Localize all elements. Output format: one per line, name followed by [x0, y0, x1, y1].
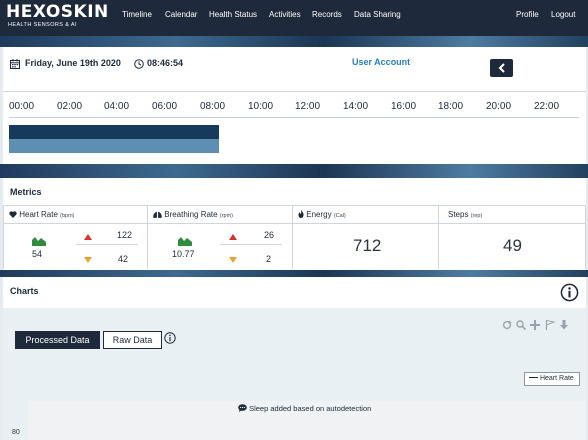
- breathing-rate-label: Breathing Rate: [164, 210, 218, 219]
- legend-line-icon: [529, 377, 538, 378]
- divider: [3, 205, 586, 206]
- tick-label: 22:00: [534, 101, 560, 112]
- min-arrow-icon: [84, 257, 92, 263]
- tab-processed-data[interactable]: Processed Data: [15, 331, 100, 349]
- heart-rate-min: 42: [118, 254, 129, 264]
- tick-label: 16:00: [391, 101, 417, 112]
- heart-rate-card: Heart Rate (bpm) 54 122 42: [3, 206, 148, 269]
- tick-label: 20:00: [486, 101, 512, 112]
- current-date: Friday, June 19th 2020: [25, 58, 121, 68]
- breathing-rate-unit: (rpm): [219, 213, 233, 219]
- breathing-rate-max: 26: [264, 230, 275, 240]
- charts-title: Charts: [10, 286, 39, 296]
- nav-records[interactable]: Records: [312, 10, 342, 19]
- divider: [220, 244, 282, 245]
- heart-icon: [9, 211, 17, 218]
- comment-icon: [238, 404, 247, 412]
- breathing-rate-min: 2: [266, 254, 272, 264]
- max-arrow-icon: [84, 234, 92, 240]
- divider: [76, 244, 138, 245]
- heart-rate-header: Heart Rate (bpm): [4, 206, 147, 224]
- brand-tagline: HEALTH SENSORS & AI: [8, 22, 77, 28]
- chevron-left-icon: [498, 63, 505, 73]
- decorative-stripe: [0, 36, 588, 47]
- tick-label: 08:00: [200, 101, 226, 112]
- reset-icon[interactable]: [502, 320, 512, 330]
- nav-health-status[interactable]: Health Status: [209, 10, 258, 19]
- chart-legend[interactable]: Heart Rate: [524, 372, 580, 386]
- resting-trend-icon: [178, 237, 192, 246]
- divider: [3, 91, 586, 92]
- legend-heart-rate: Heart Rate: [539, 375, 574, 382]
- zoom-icon[interactable]: [516, 320, 526, 330]
- steps-card: Steps (rep) 49: [439, 206, 586, 269]
- tab-raw-data[interactable]: Raw Data: [103, 331, 162, 349]
- clock-icon: [134, 59, 144, 69]
- tick-label: 00:00: [9, 101, 35, 112]
- flame-icon: [298, 210, 304, 218]
- sleep-bar-light[interactable]: [9, 139, 220, 153]
- metrics-title: Metrics: [10, 187, 42, 197]
- charts-header-panel: [3, 277, 586, 308]
- lungs-icon: [153, 211, 162, 218]
- chart-plot-area[interactable]: [28, 401, 586, 440]
- energy-card: Energy (Cal) 712: [293, 206, 439, 269]
- tick-label: 10:00: [248, 101, 274, 112]
- max-arrow-icon: [229, 234, 237, 240]
- nav-activities[interactable]: Activities: [269, 10, 301, 19]
- back-button[interactable]: [490, 59, 513, 77]
- heart-rate-label: Heart Rate: [19, 210, 58, 219]
- brand-logo[interactable]: HEXOSKIN HEALTH SENSORS & AI: [6, 2, 109, 29]
- breathing-rate-current: 10.77: [172, 249, 195, 259]
- heart-rate-max: 122: [117, 230, 133, 240]
- nav-profile[interactable]: Profile: [516, 10, 539, 19]
- nav-logout[interactable]: Logout: [551, 10, 576, 19]
- decorative-stripe: [0, 164, 588, 178]
- tick-label: 18:00: [438, 101, 464, 112]
- breathing-rate-card: Breathing Rate (rpm) 10.77 26 2: [148, 206, 293, 269]
- pan-icon[interactable]: [530, 320, 540, 330]
- sleep-note: Sleep added based on autodetection: [238, 404, 371, 413]
- steps-value: 49: [503, 236, 522, 255]
- decorative-stripe: [0, 270, 588, 277]
- steps-label: Steps: [448, 210, 469, 219]
- heart-rate-unit: (bpm): [60, 213, 75, 219]
- current-time: 08:46:54: [147, 58, 184, 68]
- download-icon[interactable]: [559, 320, 569, 330]
- resting-trend-icon: [32, 237, 46, 246]
- sleep-note-text: Sleep added based on autodetection: [249, 404, 372, 413]
- steps-header: Steps (rep): [439, 206, 585, 224]
- steps-unit: (rep): [470, 213, 483, 219]
- tick-label: 04:00: [104, 101, 130, 112]
- y-axis-tick: 80: [12, 429, 20, 436]
- energy-value: 712: [353, 236, 382, 255]
- timeline-track[interactable]: [9, 117, 579, 118]
- brand-name: HEXOSKIN: [6, 2, 109, 22]
- energy-label: Energy: [306, 210, 332, 219]
- nav-data-sharing[interactable]: Data Sharing: [354, 10, 401, 19]
- energy-header: Energy (Cal): [293, 206, 438, 224]
- nav-calendar[interactable]: Calendar: [165, 10, 198, 19]
- min-arrow-icon: [229, 257, 237, 263]
- energy-unit: (Cal): [333, 213, 346, 219]
- tick-label: 02:00: [57, 101, 83, 112]
- sleep-bar-dark[interactable]: [9, 125, 220, 139]
- info-icon[interactable]: [164, 332, 176, 344]
- heart-rate-current: 54: [32, 249, 43, 259]
- tick-label: 14:00: [343, 101, 369, 112]
- tick-label: 06:00: [152, 101, 178, 112]
- tick-label: 12:00: [295, 101, 321, 112]
- user-account-link[interactable]: User Account: [352, 57, 411, 67]
- flag-icon[interactable]: [545, 320, 555, 330]
- metrics-panel: [3, 178, 586, 270]
- breathing-rate-header: Breathing Rate (rpm): [148, 206, 292, 224]
- calendar-icon: [10, 59, 20, 69]
- nav-timeline[interactable]: Timeline: [122, 10, 152, 19]
- info-icon[interactable]: [560, 283, 579, 302]
- top-nav: HEXOSKIN HEALTH SENSORS & AI Timeline Ca…: [0, 0, 588, 36]
